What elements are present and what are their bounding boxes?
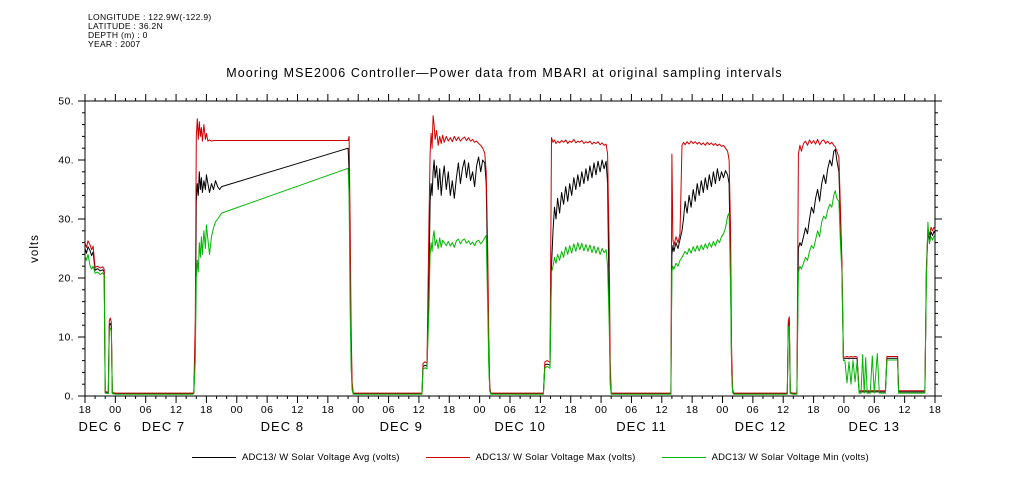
x-tick-label: 00 (231, 404, 243, 416)
x-tick-label: 00 (595, 404, 607, 416)
legend-line-min-icon (661, 457, 706, 458)
x-date-label: DEC 8 (261, 419, 304, 434)
meta-depth: DEPTH (m) : 0 (88, 30, 148, 40)
meta-longitude: LONGITUDE : 122.9W(-122.9) (88, 12, 212, 22)
y-tick-label: 30. (58, 214, 74, 226)
x-tick-label: 18 (564, 404, 576, 416)
x-tick-label: 12 (170, 404, 182, 416)
x-tick-label: 00 (838, 404, 850, 416)
y-tick-label: 0. (64, 391, 74, 403)
series-line-0 (84, 147, 936, 395)
meta-latitude: LATITUDE : 36.2N (88, 21, 164, 31)
x-tick-label: 18 (686, 404, 698, 416)
x-tick-label: 00 (352, 404, 364, 416)
x-date-label: DEC 11 (616, 419, 667, 434)
legend-item-max: ADC13/ W Solar Voltage Max (volts) (425, 452, 636, 463)
x-tick-label: 06 (382, 404, 394, 416)
series-line-1 (84, 115, 936, 394)
meta-year: YEAR : 2007 (88, 39, 141, 49)
station-metadata: LONGITUDE : 122.9W(-122.9) LATITUDE : 36… (88, 13, 212, 49)
x-tick-label: 06 (747, 404, 759, 416)
x-tick-label: 06 (868, 404, 880, 416)
x-tick-label: 00 (473, 404, 485, 416)
chart-legend: ADC13/ W Solar Voltage Avg (volts) ADC13… (192, 452, 869, 463)
y-tick-label: 40. (58, 155, 74, 167)
x-tick-label: 06 (139, 404, 151, 416)
x-tick-label: 18 (443, 404, 455, 416)
x-tick-label: 12 (898, 404, 910, 416)
x-tick-label: 00 (716, 404, 728, 416)
legend-item-avg: ADC13/ W Solar Voltage Avg (volts) (192, 452, 400, 463)
x-tick-label: 12 (291, 404, 303, 416)
legend-item-min: ADC13/ W Solar Voltage Min (volts) (661, 452, 869, 463)
legend-line-max-icon (425, 457, 470, 458)
x-tick-label: 18 (807, 404, 819, 416)
legend-label-avg: ADC13/ W Solar Voltage Avg (volts) (242, 452, 400, 463)
x-tick-label: 18 (322, 404, 334, 416)
x-date-label: DEC 10 (494, 419, 546, 434)
y-tick-label: 20. (58, 273, 74, 285)
x-tick-label: 06 (504, 404, 516, 416)
x-tick-label: 06 (625, 404, 637, 416)
x-tick-label: 18 (200, 404, 212, 416)
y-tick-label: 50. (58, 96, 74, 108)
x-tick-label: 06 (261, 404, 273, 416)
x-tick-label: 18 (929, 404, 941, 416)
x-tick-label: 12 (777, 404, 789, 416)
x-date-label: DEC 13 (849, 419, 901, 434)
x-date-label: DEC 7 (142, 419, 185, 434)
legend-label-max: ADC13/ W Solar Voltage Max (volts) (475, 452, 636, 463)
legend-label-min: ADC13/ W Solar Voltage Min (volts) (711, 452, 869, 463)
x-tick-label: 18 (79, 404, 91, 416)
x-tick-label: 12 (534, 404, 546, 416)
y-tick-label: 10. (58, 332, 74, 344)
chart-title: Mooring MSE2006 Controller—Power data fr… (226, 66, 783, 80)
x-date-label: DEC 9 (380, 419, 423, 434)
x-tick-label: 12 (656, 404, 668, 416)
x-tick-label: 12 (413, 404, 425, 416)
x-date-label: DEC 12 (735, 419, 787, 434)
series-line-2 (84, 167, 936, 395)
x-tick-label: 00 (109, 404, 121, 416)
legend-line-avg-icon (192, 457, 236, 458)
x-date-label: DEC 6 (79, 419, 122, 434)
y-axis-title: volts (29, 234, 41, 263)
